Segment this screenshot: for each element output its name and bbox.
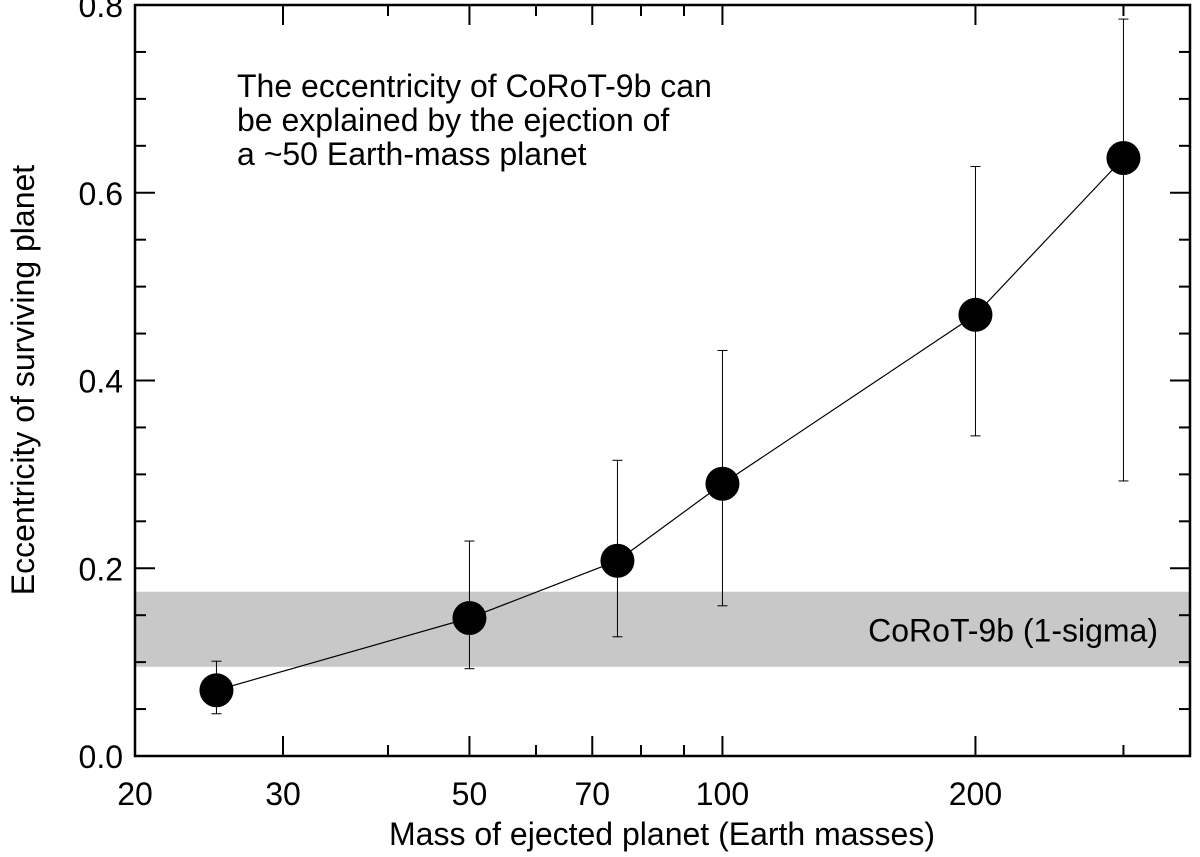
x-tick-label: 30 — [265, 776, 301, 812]
y-tick-label: 0.0 — [79, 739, 123, 775]
x-axis-label: Mass of ejected planet (Earth masses) — [389, 816, 935, 852]
corot-9b-band — [135, 591, 1190, 667]
data-point — [199, 673, 234, 708]
annotation-line: The eccentricity of CoRoT-9b can — [237, 68, 712, 104]
plot-frame — [133, 3, 1192, 758]
band-label: CoRoT-9b (1-sigma) — [868, 612, 1158, 648]
data-point — [958, 297, 993, 332]
data-point — [1106, 141, 1141, 176]
annotation-text: The eccentricity of CoRoT-9b can be expl… — [237, 68, 712, 172]
tick-labels: 20 30 50 70 100 200 0.0 0.2 0.4 0.6 0.8 — [79, 0, 1003, 812]
x-tick-label: 200 — [949, 776, 1002, 812]
y-tick-label: 0.4 — [79, 364, 123, 400]
annotation-line: be explained by the ejection of — [237, 102, 669, 138]
data-point — [452, 601, 487, 636]
data-points — [199, 141, 1141, 708]
data-point — [600, 543, 635, 578]
y-tick-label: 0.8 — [79, 0, 123, 24]
series-line — [216, 157, 1124, 691]
x-tick-label: 100 — [696, 776, 749, 812]
annotation-line: a ~50 Earth-mass planet — [237, 136, 587, 172]
x-tick-label: 50 — [452, 776, 488, 812]
x-tick-label: 20 — [117, 776, 153, 812]
x-tick-label: 70 — [574, 776, 610, 812]
y-tick-label: 0.2 — [79, 551, 123, 587]
y-axis-label: Eccentricity of surviving planet — [5, 165, 41, 596]
y-tick-label: 0.6 — [79, 176, 123, 212]
data-point — [705, 466, 740, 501]
